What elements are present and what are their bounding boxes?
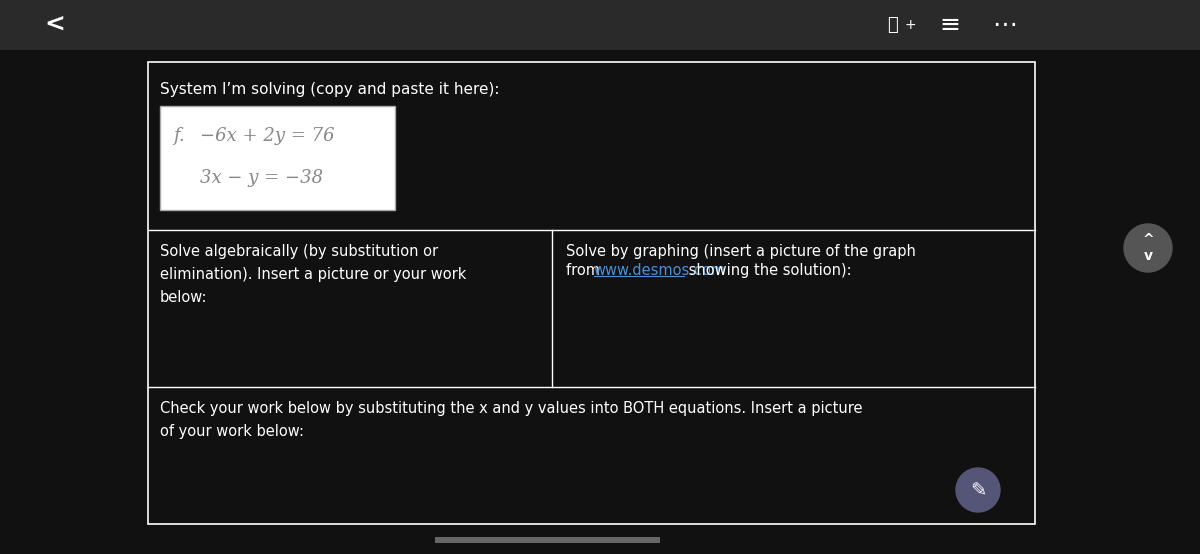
Text: ✎: ✎ (970, 481, 986, 500)
Text: Solve by graphing (insert a picture of the graph: Solve by graphing (insert a picture of t… (565, 244, 916, 259)
Text: v: v (1144, 249, 1152, 263)
Circle shape (1124, 224, 1172, 272)
Text: System I’m solving (copy and paste it here):: System I’m solving (copy and paste it he… (160, 82, 499, 97)
Text: www.desmos.com: www.desmos.com (594, 263, 726, 278)
FancyBboxPatch shape (436, 537, 660, 543)
Text: <: < (44, 13, 66, 37)
Text: ≡: ≡ (940, 13, 960, 37)
Text: from: from (565, 263, 605, 278)
Text: showing the solution):: showing the solution): (684, 263, 851, 278)
FancyBboxPatch shape (0, 0, 1200, 50)
Text: +: + (905, 18, 917, 32)
Text: ⋯: ⋯ (992, 13, 1018, 37)
Text: −6x + 2y = 76: −6x + 2y = 76 (200, 127, 335, 145)
Text: f.: f. (173, 127, 185, 145)
Circle shape (956, 468, 1000, 512)
Text: 👤: 👤 (888, 16, 899, 34)
Text: Check your work below by substituting the x and y values into BOTH equations. In: Check your work below by substituting th… (160, 401, 863, 439)
Text: 3x − y = −38: 3x − y = −38 (200, 169, 323, 187)
Text: Solve algebraically (by substitution or
elimination). Insert a picture or your w: Solve algebraically (by substitution or … (160, 244, 467, 305)
FancyBboxPatch shape (160, 106, 395, 210)
Text: ^: ^ (1142, 233, 1154, 247)
